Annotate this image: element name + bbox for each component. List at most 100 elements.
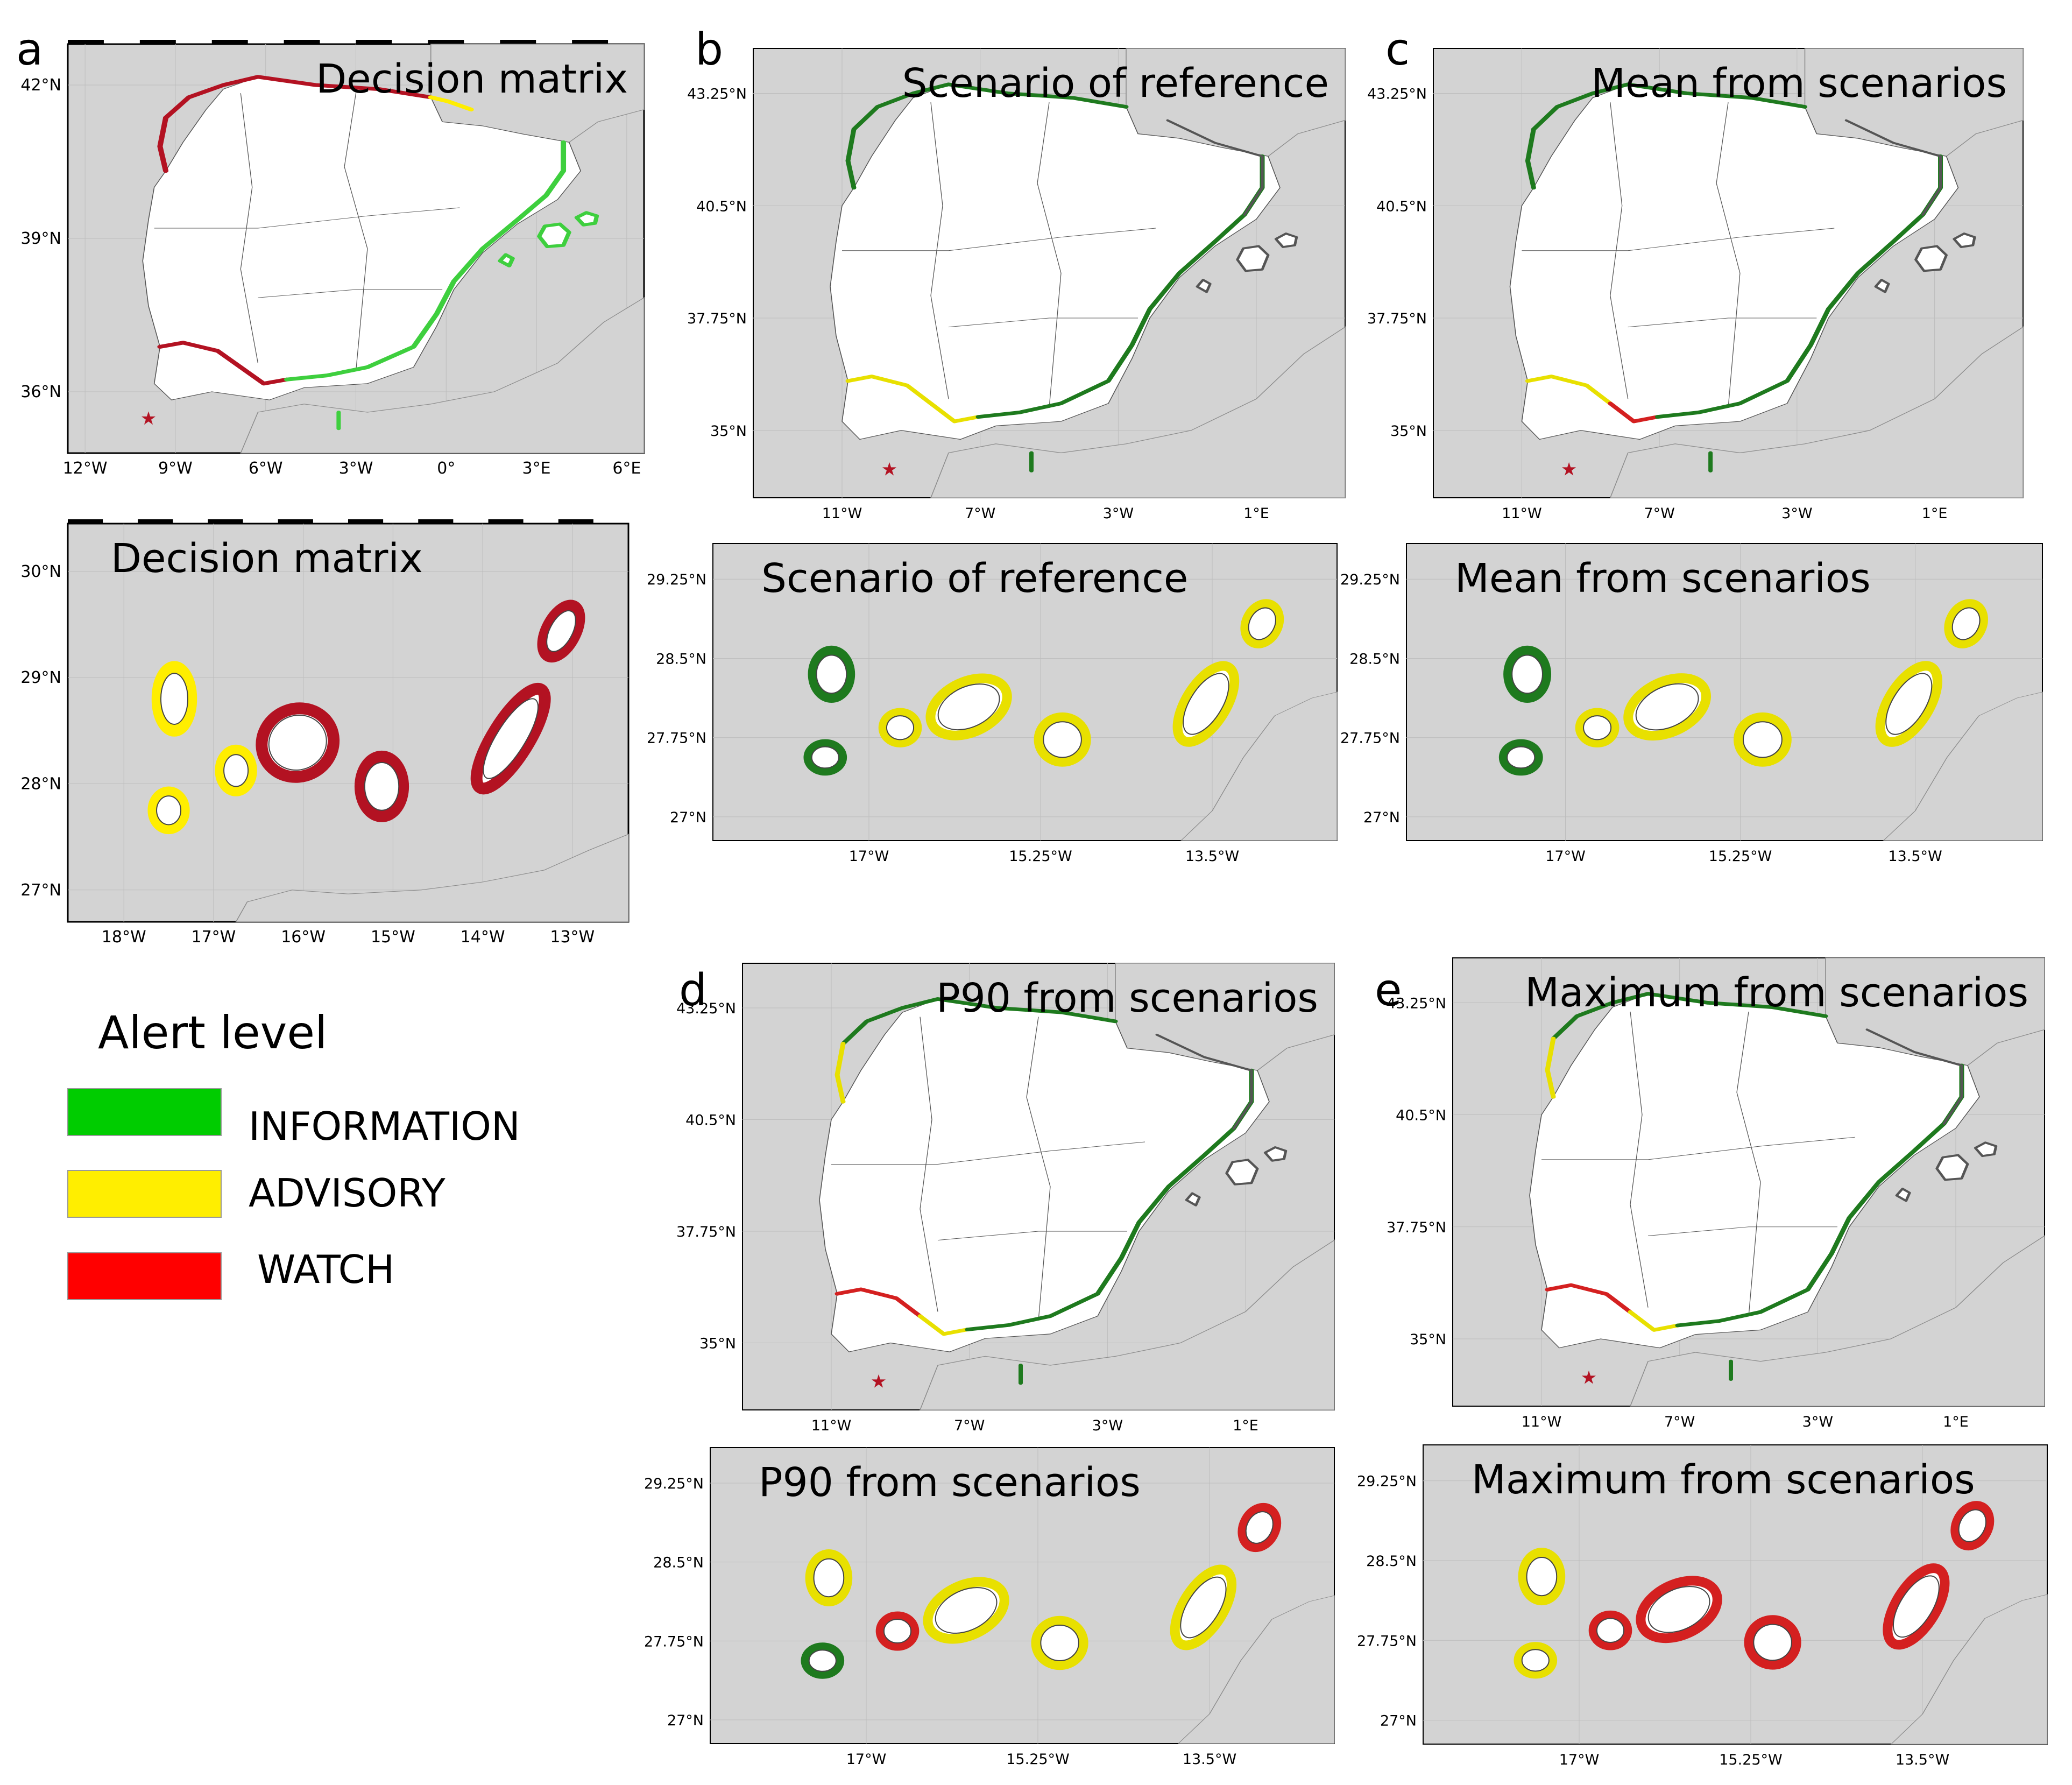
lon-tick-label: 13.5°W xyxy=(1896,1752,1949,1768)
coast-alert-galicia xyxy=(157,116,169,173)
island-la-gomera xyxy=(878,708,922,747)
map-frame-tick xyxy=(558,519,593,524)
lon-tick-label: 3°W xyxy=(1092,1417,1123,1434)
island-el-hierro xyxy=(147,786,190,835)
island-coastline xyxy=(937,683,1000,731)
island-coastline xyxy=(1248,607,1276,640)
map-panel-a-canary: Decision matrix 30°N 29°N 28°N 27°N 18°W 17°W 1… xyxy=(20,519,628,947)
island-tenerife xyxy=(923,1577,1009,1644)
island-coastline xyxy=(1511,654,1543,694)
lon-tick-label: 3°E xyxy=(522,459,551,478)
coast-alert-north xyxy=(840,997,1118,1046)
coast-alert-strait xyxy=(1608,401,1660,424)
island-gran-canaria xyxy=(1034,712,1091,767)
lon-tick-label: 17°W xyxy=(849,848,889,865)
map-coast-alerts xyxy=(1545,992,1996,1379)
lat-tick-label: 29°N xyxy=(20,668,61,687)
lat-tick-label: 42°N xyxy=(20,76,61,95)
lon-tick-label: 15.25°W xyxy=(1709,848,1772,865)
island-la-palma xyxy=(808,645,855,703)
island-coastline xyxy=(156,795,182,826)
island-lanzarote xyxy=(537,599,585,663)
lon-tick-label: 1°E xyxy=(1922,505,1948,522)
lat-tick-label: 40.5°N xyxy=(1396,1107,1446,1124)
lat-tick-label: 29.25°N xyxy=(1357,1473,1417,1490)
island-la-gomera xyxy=(1588,1610,1632,1650)
lat-tick-label: 28°N xyxy=(20,774,61,793)
island-tenerife xyxy=(1636,1576,1722,1643)
island-coastline xyxy=(1183,673,1229,735)
lon-tick-label: 3°W xyxy=(1802,1414,1833,1430)
lat-tick-label: 36°N xyxy=(20,383,61,401)
legend-swatch-information xyxy=(67,1088,222,1136)
island-lanzarote xyxy=(1950,1501,1995,1551)
coast-alert-strait xyxy=(928,401,981,424)
coast-alert-gulf-cadiz xyxy=(1525,375,1613,406)
lat-tick-label: 29.25°N xyxy=(1340,572,1400,588)
lat-tick-label: 27.75°N xyxy=(1340,730,1400,747)
map-frame-tick xyxy=(418,519,454,524)
panel-letters: a b c d e xyxy=(16,24,1410,1016)
lon-tick-label: 13.5°W xyxy=(1183,1751,1236,1768)
panel-letter-a: a xyxy=(16,24,43,75)
panel-letter-b: b xyxy=(695,24,723,75)
lat-tick-label: 37.75°N xyxy=(1387,1219,1446,1236)
island-coastline xyxy=(546,610,576,652)
map-title: Maximum from scenarios xyxy=(1525,970,2028,1016)
map-title: Scenario of reference xyxy=(902,60,1329,107)
coast-alert-gulf-cadiz xyxy=(845,375,934,406)
island-coastline xyxy=(1742,721,1783,758)
island-gran-canaria xyxy=(354,750,409,822)
lon-tick-label: 7°W xyxy=(1664,1414,1695,1430)
map-title: Decision matrix xyxy=(111,535,423,582)
map-title: Mean from scenarios xyxy=(1455,555,1871,602)
legend-swatch-watch xyxy=(67,1252,222,1300)
island-coastline xyxy=(1647,1586,1710,1633)
map-frame-tick xyxy=(139,40,176,44)
island-coastline xyxy=(160,673,188,725)
lon-tick-label: 3°W xyxy=(1781,505,1812,522)
island-coastline xyxy=(1180,1576,1227,1639)
island-la-gomera xyxy=(875,1611,920,1651)
map-title: P90 from scenarios xyxy=(759,1459,1141,1506)
map-land xyxy=(143,44,644,453)
coast-alert-north xyxy=(1551,992,1828,1041)
island-fuerteventura xyxy=(1875,661,1942,747)
lon-tick-label: 1°E xyxy=(1943,1414,1969,1430)
coast-alert-mediterranean xyxy=(284,140,567,382)
island-la-palma xyxy=(1518,1548,1566,1606)
coast-east-outline xyxy=(1844,119,1942,216)
coast-east-outline xyxy=(1865,1028,1963,1125)
map-title: Decision matrix xyxy=(316,56,628,102)
lat-tick-label: 43.25°N xyxy=(687,86,747,103)
lon-tick-label: 6°E xyxy=(612,459,641,478)
island-fuerteventura xyxy=(1170,1564,1237,1650)
island-la-palma xyxy=(805,1549,853,1606)
legend-label-advisory: ADVISORY xyxy=(249,1170,446,1216)
island-coastline xyxy=(813,1558,845,1598)
lon-tick-label: 11°W xyxy=(1522,1414,1562,1430)
lon-tick-label: 13°W xyxy=(550,928,595,947)
lon-tick-label: 0° xyxy=(437,459,455,478)
island-tenerife xyxy=(1623,673,1712,741)
map-frame-tick xyxy=(68,40,104,44)
map-coast-alerts xyxy=(157,77,597,429)
island-el-hierro xyxy=(1498,739,1543,776)
island-el-hierro xyxy=(1514,1642,1558,1679)
map-frame-tick xyxy=(138,519,173,524)
island-coastline xyxy=(886,715,915,740)
coast-alert-gulf-cadiz xyxy=(157,341,244,369)
lon-tick-label: 7°W xyxy=(954,1417,985,1434)
lat-tick-label: 43.25°N xyxy=(1367,86,1427,103)
lat-tick-label: 27°N xyxy=(1363,809,1400,826)
epicenter-star-icon: ★ xyxy=(871,1371,887,1393)
panel-letter-d: d xyxy=(679,965,707,1016)
island-coastline xyxy=(1040,1625,1079,1661)
island-la-palma xyxy=(1503,645,1552,703)
island-la-palma xyxy=(151,661,197,737)
lat-tick-label: 28.5°N xyxy=(1349,651,1400,667)
lon-tick-label: 15.25°W xyxy=(1006,1751,1070,1768)
lon-tick-label: 15.25°W xyxy=(1719,1752,1783,1768)
island-coastline xyxy=(1885,673,1933,735)
